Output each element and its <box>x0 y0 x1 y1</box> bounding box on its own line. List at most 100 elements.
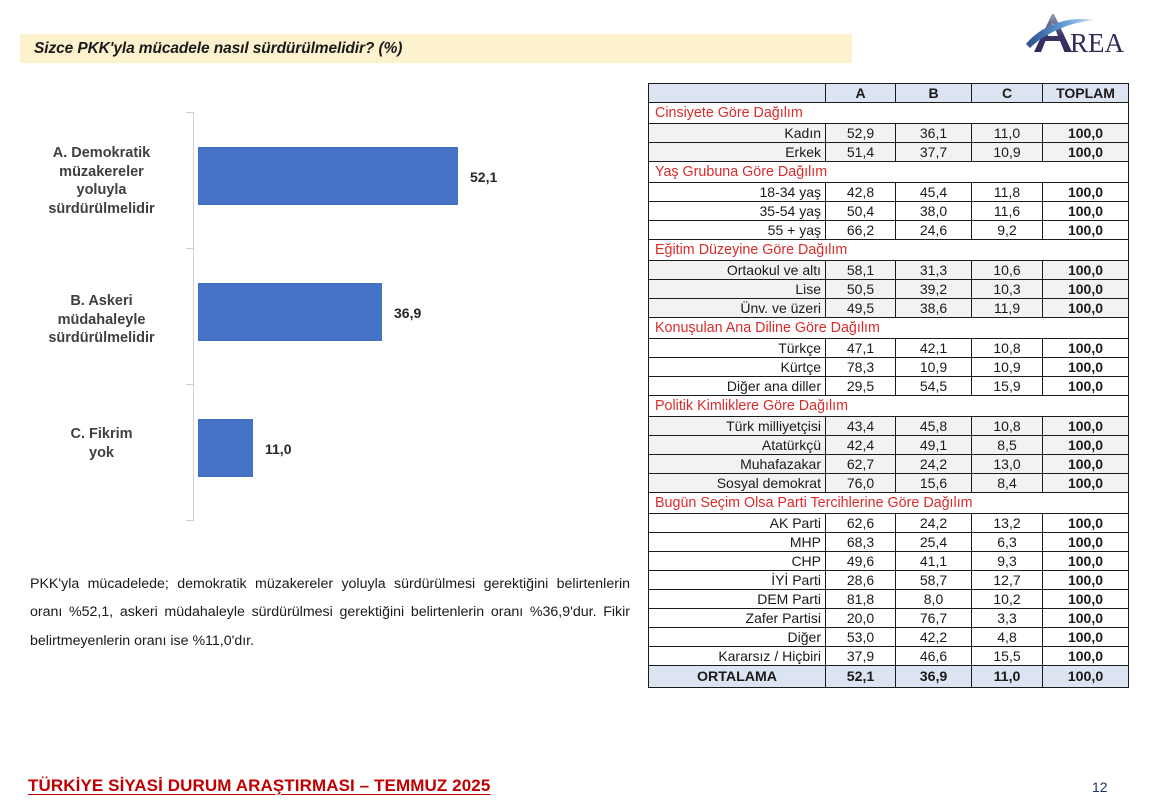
table-row-label: 35-54 yaş <box>648 201 826 221</box>
question-title-banner: Sizce PKK'yla mücadele nasıl sürdürülmel… <box>20 34 852 63</box>
table-cell-total: 100,0 <box>1042 608 1129 628</box>
bar-chart: A. Demokratik müzakereler yoluyla sürdür… <box>20 100 620 530</box>
table-col-header-c: C <box>971 83 1043 103</box>
table-cell-b: 24,2 <box>895 454 972 474</box>
table-row-label: Lise <box>648 279 826 299</box>
table-row: 35-54 yaş 50,4 38,0 11,6 100,0 <box>648 201 1129 221</box>
chart-category-label-0: A. Demokratik müzakereler yoluyla sürdür… <box>20 144 183 218</box>
table-cell-a: 66,2 <box>825 220 896 240</box>
table-cell-total: 100,0 <box>1042 435 1129 455</box>
table-cell-total: 100,0 <box>1042 551 1129 571</box>
table-cell-c: 10,9 <box>971 142 1043 162</box>
table-cell-total: 100,0 <box>1042 220 1129 240</box>
table-cell-a: 29,5 <box>825 376 896 396</box>
table-header: A B C TOPLAM <box>648 83 1129 103</box>
table-cell-a: 43,4 <box>825 416 896 436</box>
table-row: Ortaokul ve altı 58,1 31,3 10,6 100,0 <box>648 260 1129 280</box>
table-row: İYİ Parti 28,6 58,7 12,7 100,0 <box>648 570 1129 590</box>
table-cell-b: 49,1 <box>895 435 972 455</box>
table-cell-a: 76,0 <box>825 473 896 493</box>
table-row: Diğer ana diller 29,5 54,5 15,9 100,0 <box>648 376 1129 396</box>
table-col-header-total: TOPLAM <box>1042 83 1129 103</box>
table-row-label: Zafer Partisi <box>648 608 826 628</box>
label-line: müdahaleyle <box>57 311 146 328</box>
table-cell-b: 36,9 <box>895 665 972 688</box>
table-cell-b: 54,5 <box>895 376 972 396</box>
table-cell-b: 31,3 <box>895 260 972 280</box>
table-cell-total: 100,0 <box>1042 454 1129 474</box>
table-cell-a: 37,9 <box>825 646 896 666</box>
table-cell-c: 11,6 <box>971 201 1043 221</box>
table-cell-a: 20,0 <box>825 608 896 628</box>
area-logo: REA <box>1022 8 1142 58</box>
page-number: 12 <box>1092 779 1108 795</box>
table-row-label: Atatürkçü <box>648 435 826 455</box>
table-cell-c: 13,2 <box>971 513 1043 533</box>
axis-tick <box>186 384 194 385</box>
table-row: Ünv. ve üzeri 49,5 38,6 11,9 100,0 <box>648 298 1129 318</box>
table-cell-b: 76,7 <box>895 608 972 628</box>
logo-letter-a <box>1034 14 1072 52</box>
table-col-header-b: B <box>895 83 972 103</box>
table-cell-total: 100,0 <box>1042 570 1129 590</box>
table-cell-a: 42,8 <box>825 182 896 202</box>
table-cell-a: 62,6 <box>825 513 896 533</box>
table-cell-total: 100,0 <box>1042 298 1129 318</box>
table-cell-total: 100,0 <box>1042 338 1129 358</box>
table-row: Erkek 51,4 37,7 10,9 100,0 <box>648 142 1129 162</box>
table-cell-b: 10,9 <box>895 357 972 377</box>
axis-tick <box>186 248 194 249</box>
chart-bar-value-2: 11,0 <box>265 441 292 457</box>
table-cell-total: 100,0 <box>1042 473 1129 493</box>
table-row-label: Kararsız / Hiçbiri <box>648 646 826 666</box>
table-cell-b: 42,2 <box>895 627 972 647</box>
table-cell-a: 50,5 <box>825 279 896 299</box>
table-cell-total: 100,0 <box>1042 279 1129 299</box>
table-cell-b: 36,1 <box>895 123 972 143</box>
table-row: Muhafazakar 62,7 24,2 13,0 100,0 <box>648 454 1129 474</box>
label-line: yoluyla <box>76 182 127 199</box>
table-row-label: ORTALAMA <box>648 665 826 688</box>
table-row: Atatürkçü 42,4 49,1 8,5 100,0 <box>648 435 1129 455</box>
table-cell-c: 9,3 <box>971 551 1043 571</box>
table-cell-b: 39,2 <box>895 279 972 299</box>
table-cell-total: 100,0 <box>1042 665 1129 688</box>
chart-category-label-2: C. Fikrim yok <box>20 425 183 462</box>
summary-paragraph: PKK'yla mücadelede; demokratik müzakerel… <box>30 576 630 649</box>
table-cell-b: 45,4 <box>895 182 972 202</box>
table-cell-total: 100,0 <box>1042 627 1129 647</box>
table-cell-total: 100,0 <box>1042 260 1129 280</box>
table-cell-a: 47,1 <box>825 338 896 358</box>
chart-bar-value-1: 36,9 <box>394 305 422 321</box>
table-row-label: Türkçe <box>648 338 826 358</box>
table-section-row: Politik Kimliklere Göre Dağılım <box>648 395 1129 417</box>
table-cell-total: 100,0 <box>1042 416 1129 436</box>
table-cell-b: 42,1 <box>895 338 972 358</box>
label-line: C. Fikrim <box>70 426 133 442</box>
table-cell-c: 10,6 <box>971 260 1043 280</box>
table-section-row: Eğitim Düzeyine Göre Dağılım <box>648 239 1129 261</box>
table-row-label: Kürtçe <box>648 357 826 377</box>
table-cell-b: 15,6 <box>895 473 972 493</box>
table-col-header-label <box>648 83 826 103</box>
table-cell-a: 49,6 <box>825 551 896 571</box>
table-row-label: 18-34 yaş <box>648 182 826 202</box>
table-cell-a: 78,3 <box>825 357 896 377</box>
table-row-label: Diğer ana diller <box>648 376 826 396</box>
table-row: Lise 50,5 39,2 10,3 100,0 <box>648 279 1129 299</box>
table-row-label: Muhafazakar <box>648 454 826 474</box>
table-cell-b: 24,6 <box>895 220 972 240</box>
table-row: Diğer 53,0 42,2 4,8 100,0 <box>648 627 1129 647</box>
table-cell-b: 46,6 <box>895 646 972 666</box>
table-cell-total: 100,0 <box>1042 182 1129 202</box>
table-col-header-a: A <box>825 83 896 103</box>
label-line: sürdürülmelidir <box>48 330 155 347</box>
table-cell-b: 38,0 <box>895 201 972 221</box>
table-row-label: CHP <box>648 551 826 571</box>
table-section-label: Yaş Grubuna Göre Dağılım <box>648 161 1129 183</box>
table-cell-a: 52,9 <box>825 123 896 143</box>
table-cell-c: 15,5 <box>971 646 1043 666</box>
breakdown-table-container: A B C TOPLAM Cinsiyete Göre Dağılım Kadın… <box>648 83 1129 688</box>
footer-study-title: TÜRKİYE SİYASİ DURUM ARAŞTIRMASI – TEMMU… <box>28 776 491 795</box>
table-cell-a: 42,4 <box>825 435 896 455</box>
